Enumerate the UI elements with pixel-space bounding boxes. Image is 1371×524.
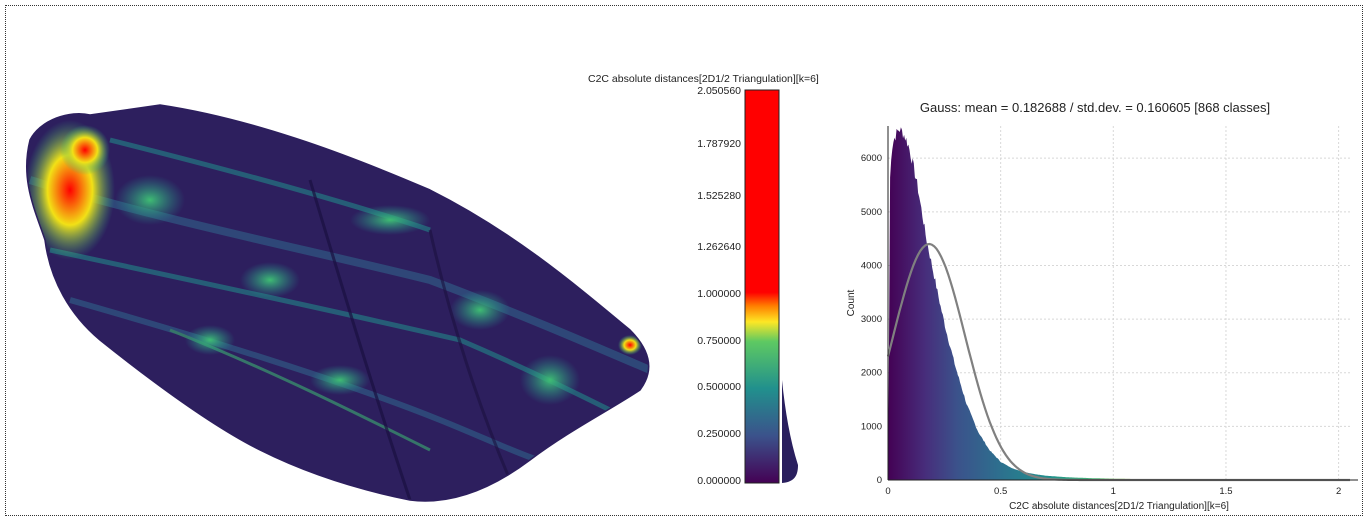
scale-label: 1.000000: [697, 288, 741, 300]
point-cloud-mesh-icon[interactable]: [10, 80, 660, 520]
scale-distribution: [782, 380, 798, 483]
scale-label: 1.525280: [697, 190, 741, 202]
y-tick-label: 5000: [861, 207, 882, 218]
scale-gradient: [744, 89, 780, 484]
y-tick-label: 4000: [861, 260, 882, 271]
x-tick-label: 2: [1336, 486, 1341, 497]
scale-label: 2.050560: [697, 85, 741, 97]
scale-label: 0.000000: [697, 475, 741, 487]
histogram-bars: [888, 127, 1350, 480]
scale-label: 0.750000: [697, 335, 741, 347]
scale-bar-title: C2C absolute distances[2D1/2 Triangulati…: [588, 73, 819, 85]
y-tick-label: 0: [877, 475, 882, 486]
y-tick-label: 1000: [861, 421, 882, 432]
chart-title: Gauss: mean = 0.182688 / std.dev. = 0.16…: [919, 100, 1271, 115]
x-tick-label: 1: [1111, 486, 1116, 497]
x-axis-label: C2C absolute distances[2D1/2 Triangulati…: [1009, 501, 1229, 512]
view-frame: [5, 5, 1363, 516]
y-tick-label: 2000: [861, 368, 882, 379]
x-tick-label: 0: [885, 486, 890, 497]
y-tick-label: 6000: [861, 153, 882, 164]
scale-label: 0.500000: [697, 381, 741, 393]
scale-label: 1.262640: [697, 241, 741, 253]
y-tick-label: 3000: [861, 314, 882, 325]
scale-label: 1.787920: [697, 138, 741, 150]
y-axis-label: Count: [846, 289, 857, 316]
histogram-chart[interactable]: 0 0.5 1 1.5 2 0 1000 2000 3000 4000 5000 6000 C2C …: [830, 118, 1365, 518]
color-scale-bar: 2.050560 1.787920 1.525280 1.262640 1.00…: [697, 85, 798, 487]
x-tick-label: 0.5: [994, 486, 1007, 497]
scale-label: 0.250000: [697, 428, 741, 440]
x-tick-label: 1.5: [1219, 486, 1232, 497]
